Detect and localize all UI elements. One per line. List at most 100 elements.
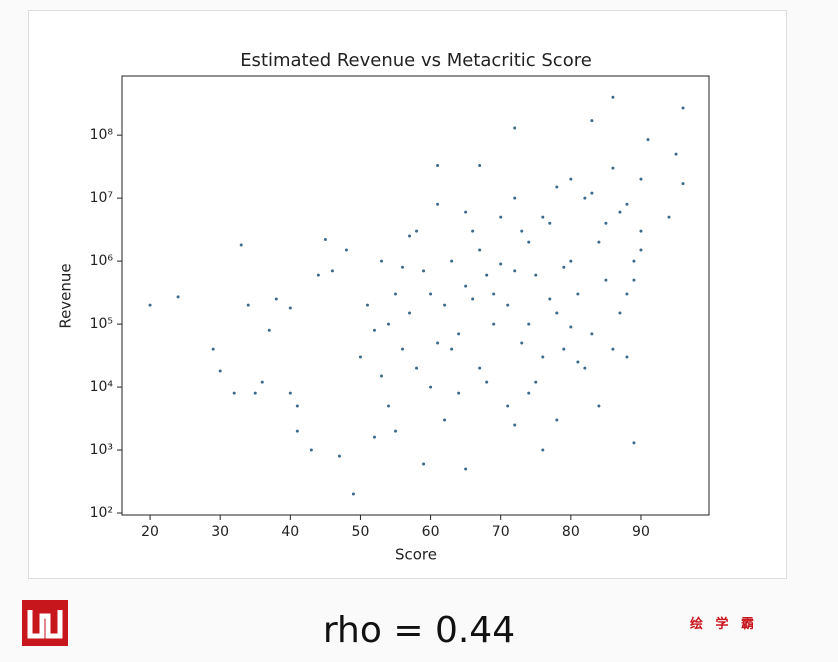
point	[541, 448, 545, 452]
point	[176, 295, 180, 299]
point	[478, 163, 482, 167]
point	[604, 221, 608, 225]
watermark: 绘 学 霸	[690, 617, 759, 632]
point	[667, 215, 671, 219]
point	[288, 391, 292, 395]
point	[267, 328, 271, 332]
y-tick-label: 10²	[90, 505, 113, 521]
point	[569, 177, 573, 181]
point	[372, 328, 376, 332]
point	[394, 292, 398, 296]
point	[611, 347, 615, 351]
point	[274, 297, 278, 301]
point	[450, 259, 454, 263]
point	[485, 380, 489, 384]
x-tick-label: 20	[141, 524, 159, 540]
point	[625, 355, 629, 359]
y-tick-label: 10³	[90, 442, 113, 458]
point	[394, 429, 398, 433]
point	[590, 119, 594, 123]
point	[681, 106, 685, 110]
point	[632, 259, 636, 263]
point	[408, 311, 412, 315]
point	[436, 163, 440, 167]
point	[330, 269, 334, 273]
y-tick-label: 10⁸	[90, 127, 114, 143]
point	[309, 448, 313, 452]
point	[625, 202, 629, 206]
point	[618, 210, 622, 214]
point	[471, 229, 475, 233]
point	[379, 259, 383, 263]
x-tick-label: 30	[211, 524, 229, 540]
point	[562, 265, 566, 269]
x-tick-label: 40	[281, 524, 299, 540]
point	[365, 303, 369, 307]
point	[429, 292, 433, 296]
point	[520, 229, 524, 233]
point	[639, 248, 643, 252]
point	[576, 292, 580, 296]
point	[422, 462, 426, 466]
point	[583, 366, 587, 370]
point	[379, 374, 383, 378]
point	[464, 210, 468, 214]
point	[597, 404, 601, 408]
point	[218, 369, 222, 373]
point	[520, 341, 524, 345]
point	[625, 292, 629, 296]
point	[597, 240, 601, 244]
point	[513, 423, 517, 427]
chart-title: Estimated Revenue vs Metacritic Score	[240, 50, 592, 71]
point	[513, 126, 517, 130]
point	[295, 404, 299, 408]
point	[358, 355, 362, 359]
point	[562, 347, 566, 351]
point	[478, 366, 482, 370]
point	[569, 259, 573, 263]
point	[639, 229, 643, 233]
point	[590, 332, 594, 336]
point	[316, 273, 320, 277]
y-tick-label: 10⁶	[90, 253, 114, 269]
point	[239, 243, 243, 247]
point	[499, 262, 503, 266]
chart: Estimated Revenue vs Metacritic Score Sc…	[57, 50, 710, 564]
point	[443, 303, 447, 307]
x-tick-label: 60	[422, 524, 440, 540]
point	[632, 441, 636, 445]
point	[323, 238, 327, 242]
point	[555, 311, 559, 315]
point	[604, 278, 608, 282]
slide-panel	[28, 10, 787, 579]
plot-frame	[121, 75, 710, 516]
point	[583, 196, 587, 200]
y-tick-label: 10⁴	[90, 379, 114, 395]
x-tick-label: 80	[562, 524, 580, 540]
point	[541, 355, 545, 359]
point	[618, 311, 622, 315]
point	[351, 492, 355, 496]
point	[527, 240, 531, 244]
point	[401, 265, 405, 269]
point	[548, 297, 552, 301]
point	[288, 306, 292, 310]
point	[415, 229, 419, 233]
point	[555, 185, 559, 189]
point	[246, 303, 250, 307]
point	[415, 366, 419, 370]
point	[576, 360, 580, 364]
point	[639, 177, 643, 181]
point	[471, 297, 475, 301]
point	[422, 269, 426, 273]
point	[569, 325, 573, 329]
point	[534, 380, 538, 384]
logo	[22, 600, 68, 646]
point	[443, 418, 447, 422]
point	[344, 248, 348, 252]
point	[674, 152, 678, 156]
point	[260, 380, 264, 384]
point	[464, 284, 468, 288]
point	[232, 391, 236, 395]
point	[541, 215, 545, 219]
